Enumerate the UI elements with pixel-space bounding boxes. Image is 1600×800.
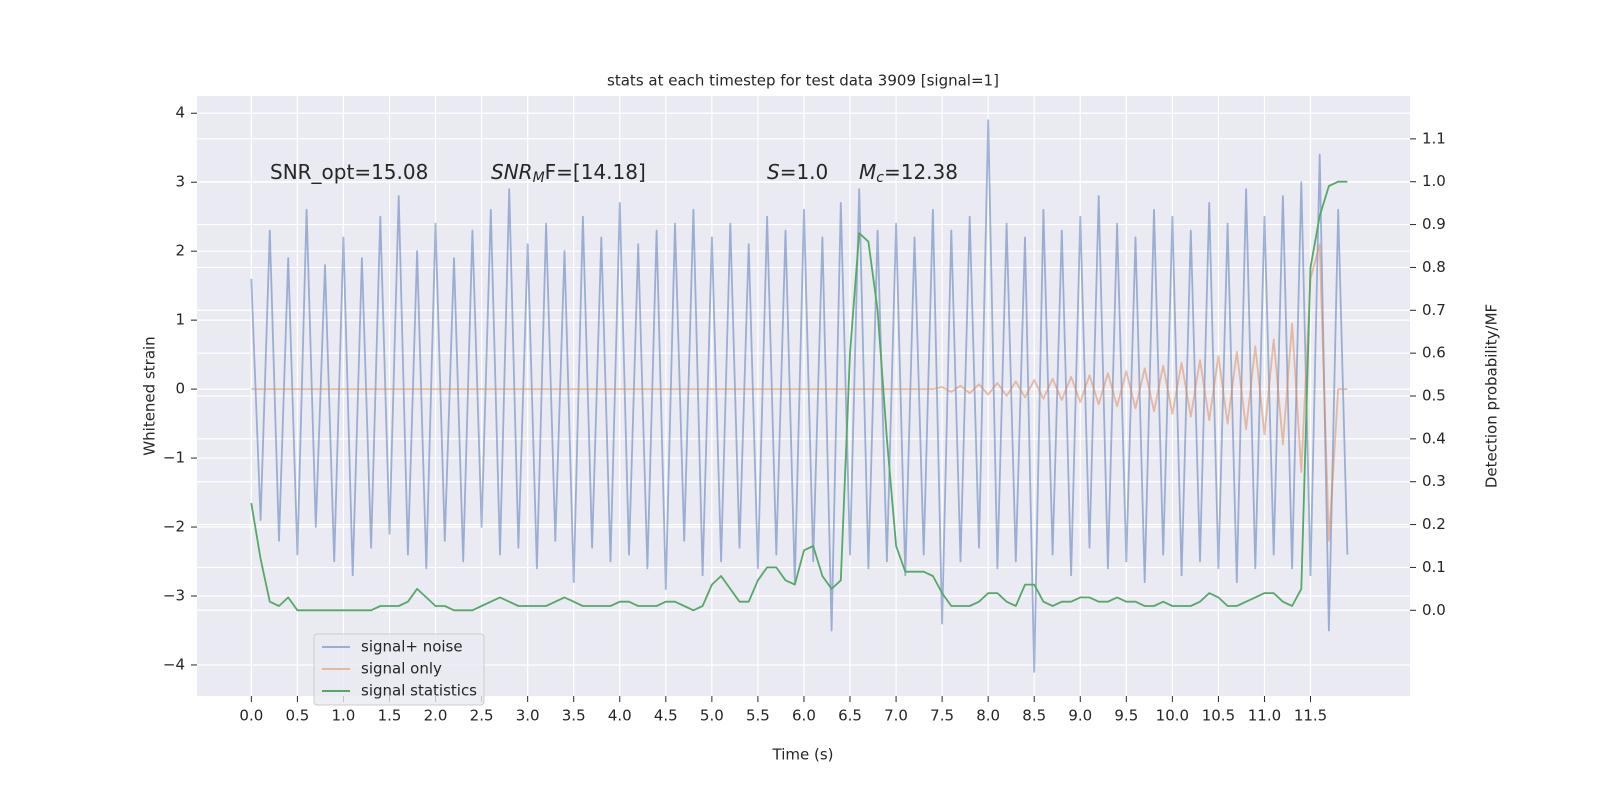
x-tick-label: 2.0	[424, 707, 448, 725]
annotation-main: S	[767, 160, 780, 184]
x-tick-label: 9.0	[1068, 707, 1092, 725]
x-tick-label: 0.5	[285, 707, 309, 725]
annotation-text: SNR_opt=15.08	[270, 160, 428, 184]
annotation-sub: c	[876, 170, 884, 186]
x-tick-label: 11.5	[1294, 707, 1327, 725]
y2-tick-label: 1.1	[1422, 129, 1446, 147]
y2-tick-label: 0.3	[1422, 472, 1446, 490]
y2-tick-label: 1.0	[1422, 172, 1446, 190]
x-tick-label: 7.0	[884, 707, 908, 725]
x-tick-label: 3.0	[516, 707, 540, 725]
series-line	[250, 180, 1348, 612]
x-tick-label: 9.5	[1114, 707, 1138, 725]
y2-tick-label: 0.8	[1422, 258, 1446, 276]
annotation: SNR_opt=15.08	[270, 160, 428, 184]
x-tick-label: 6.0	[792, 707, 816, 725]
x-axis-label: Time (s)	[772, 746, 834, 764]
annotation-rest: F=[14.18]	[545, 160, 646, 184]
y2-tick-label: 0.6	[1422, 344, 1446, 362]
x-tick-label: 4.5	[654, 707, 678, 725]
y2-tick-label: 0.2	[1422, 515, 1446, 533]
x-tick-label: 6.5	[838, 707, 862, 725]
x-tick-label: 10.5	[1202, 707, 1235, 725]
y2-tick-label: 0.0	[1422, 601, 1446, 619]
y-tick-label: 3	[175, 173, 185, 191]
y2-tick-label: 0.7	[1422, 301, 1446, 319]
annotation: Mc=12.38	[859, 160, 958, 187]
y-tick-label: −2	[163, 518, 185, 536]
y-tick-label: −3	[163, 587, 185, 605]
series-line	[250, 119, 1349, 673]
x-tick-label: 2.5	[470, 707, 494, 725]
y2-tick-label: 0.4	[1422, 429, 1446, 447]
x-tick-label: 3.5	[562, 707, 586, 725]
annotation-rest: =1.0	[780, 160, 829, 184]
y2-tick-label: 0.5	[1422, 387, 1446, 405]
annotation-main: M	[859, 160, 876, 184]
series-line	[251, 243, 1348, 542]
y-tick-label: 4	[175, 104, 185, 122]
legend-label: signal+ noise	[361, 638, 463, 656]
y-tick-label: 1	[175, 311, 185, 329]
annotation: SNRMF=[14.18]	[491, 160, 646, 187]
y-tick-label: −1	[163, 449, 185, 467]
x-tick-label: 4.0	[608, 707, 632, 725]
annotation-main: SNR	[491, 160, 533, 184]
x-tick-label: 8.5	[1022, 707, 1046, 725]
legend-label: signal statistics	[361, 682, 477, 700]
x-tick-label: 10.0	[1156, 707, 1189, 725]
annotation-rest: =12.38	[884, 160, 958, 184]
legend-label: signal only	[361, 660, 442, 678]
x-tick-label: 5.0	[700, 707, 724, 725]
x-tick-label: 0.0	[239, 707, 263, 725]
y-tick-label: 0	[175, 380, 185, 398]
x-tick-label: 1.5	[378, 707, 402, 725]
chart-title: stats at each timestep for test data 390…	[607, 72, 999, 90]
y2-tick-label: 0.1	[1422, 558, 1446, 576]
x-tick-label: 11.0	[1248, 707, 1281, 725]
y-tick-label: 2	[175, 242, 185, 260]
annotation: S=1.0	[767, 160, 828, 184]
y2-axis-label: Detection probability/MF	[1483, 304, 1501, 488]
y-axis-label: Whitened strain	[141, 336, 159, 455]
y2-tick-label: 0.9	[1422, 215, 1446, 233]
x-tick-label: 8.0	[976, 707, 1000, 725]
legend-box	[313, 633, 485, 706]
annotation-sub: M	[533, 170, 545, 186]
y-tick-label: −4	[163, 655, 185, 673]
x-tick-label: 1.0	[332, 707, 356, 725]
x-tick-label: 5.5	[746, 707, 770, 725]
x-tick-label: 7.5	[930, 707, 954, 725]
